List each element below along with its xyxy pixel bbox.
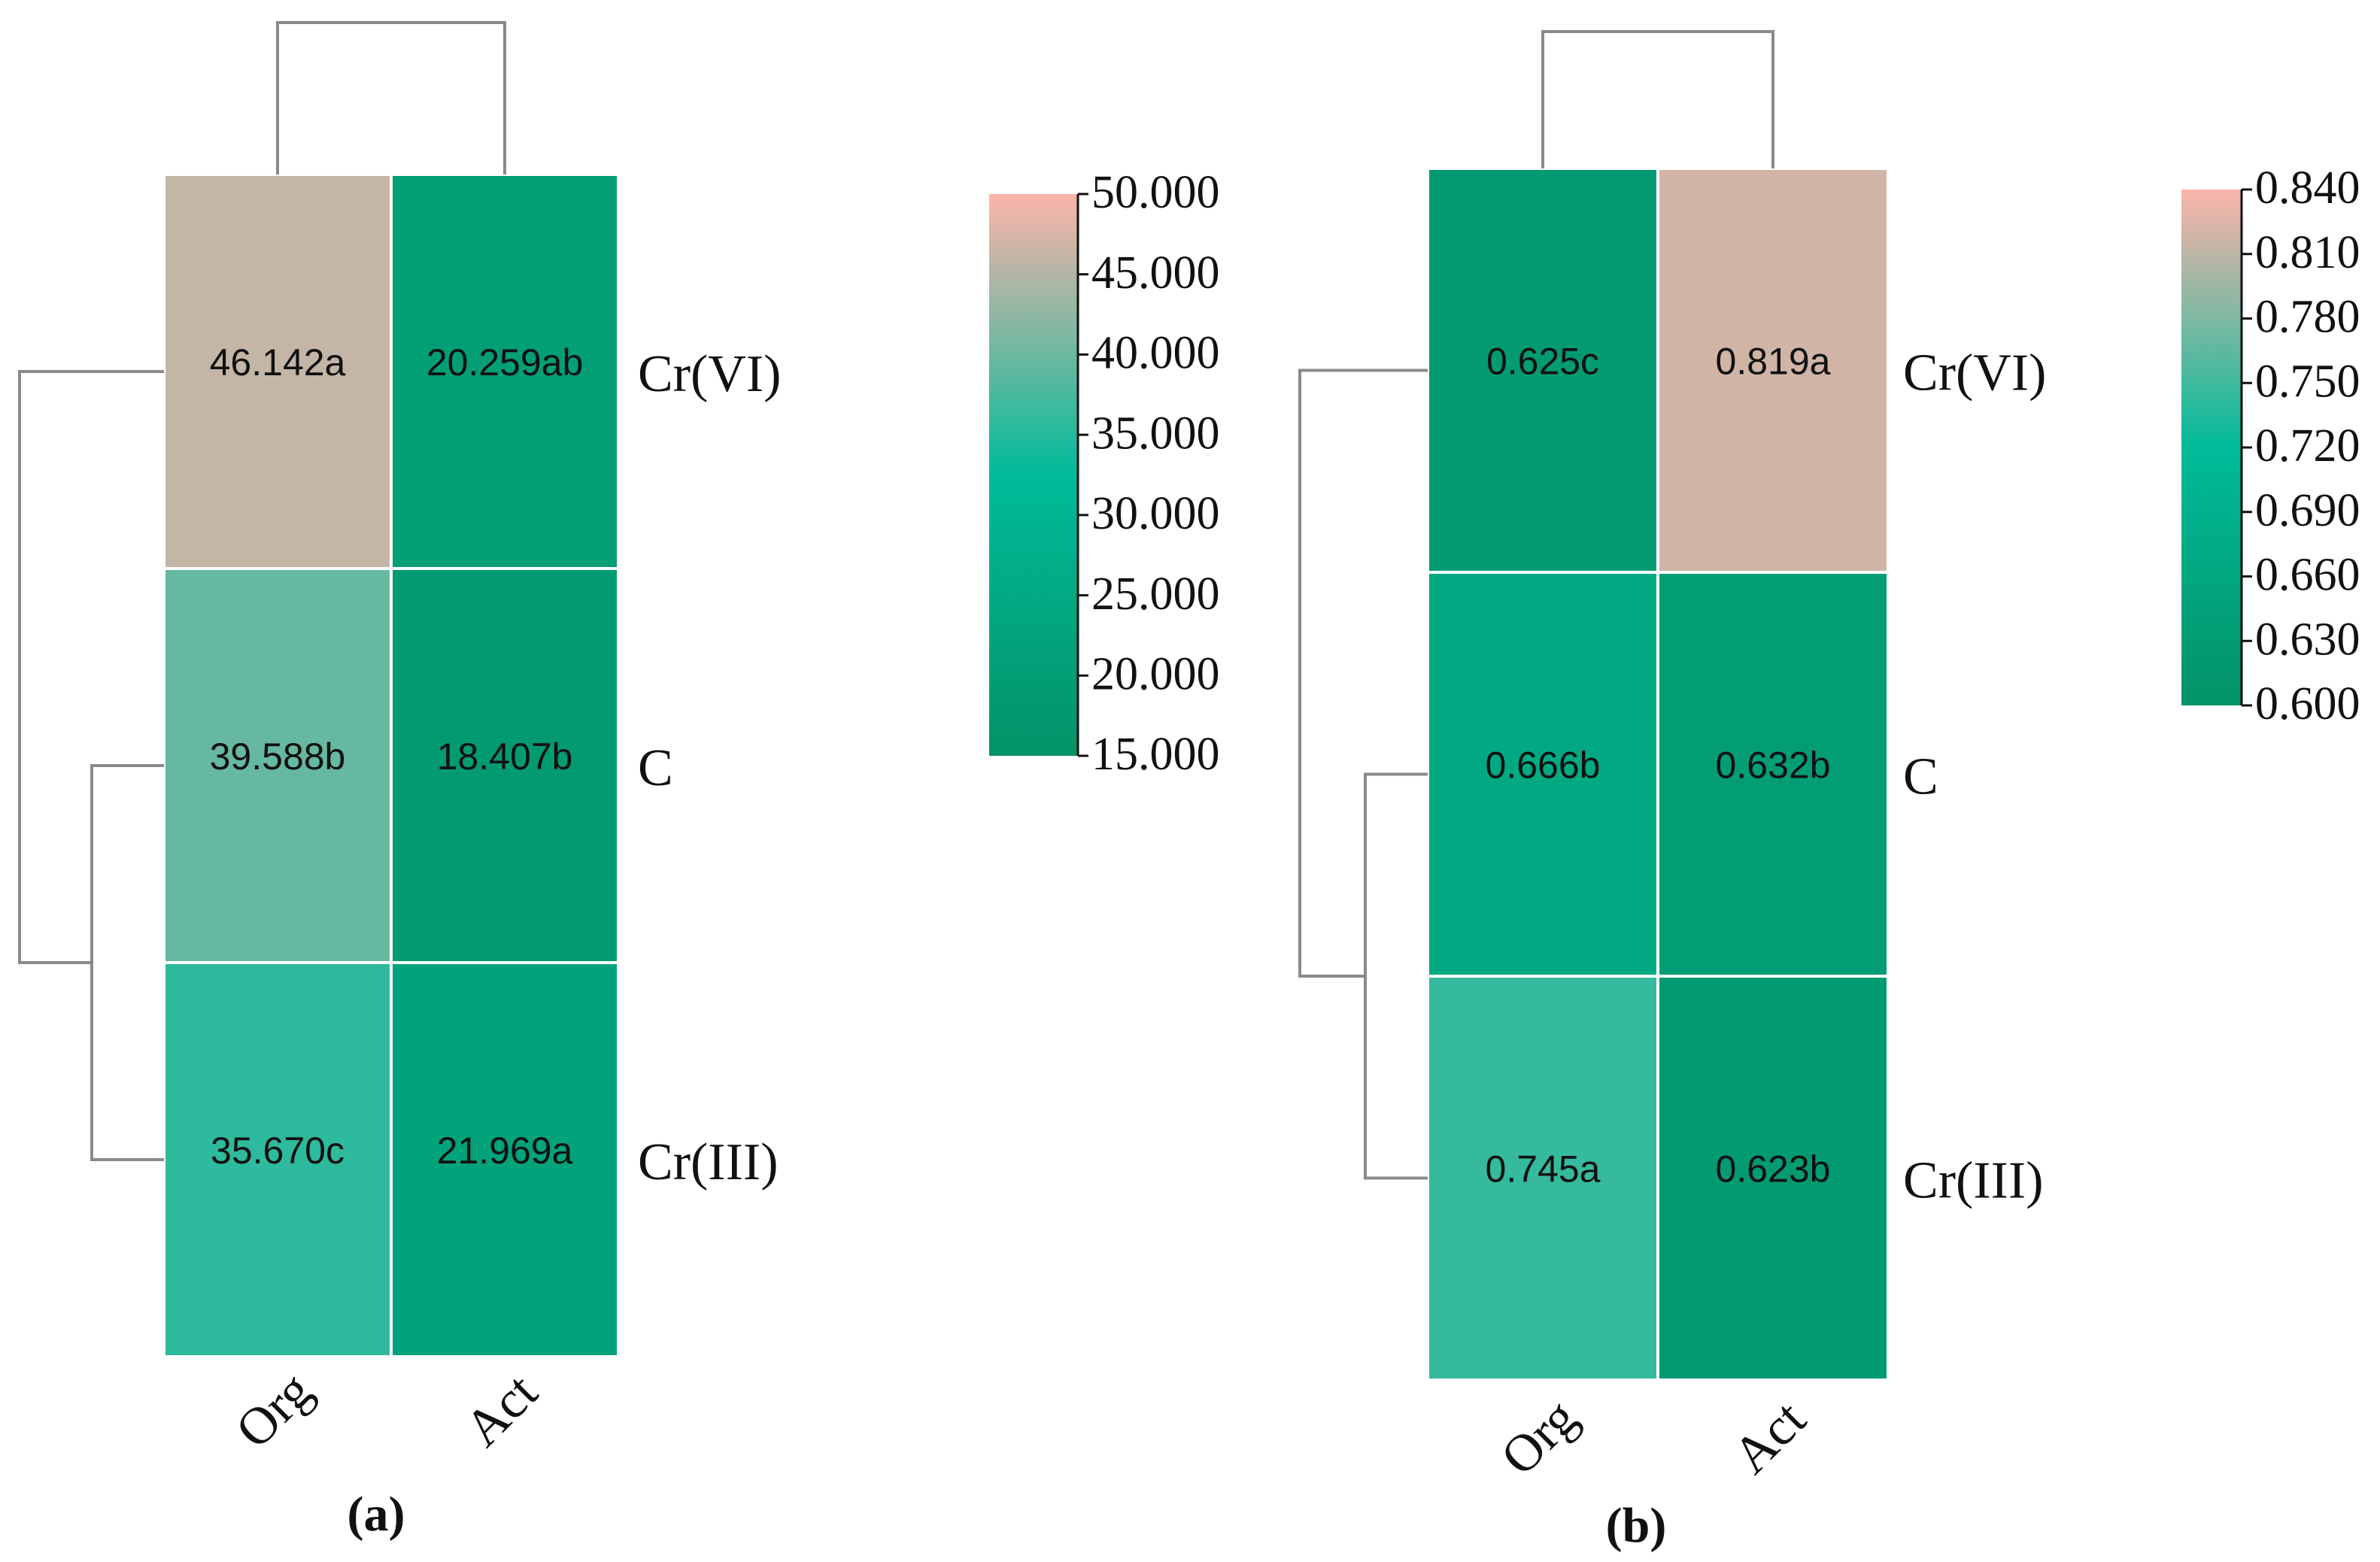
colorbar-tick-label: 0.690 [2255,485,2360,536]
heatmap-cell-c-act [1656,571,1890,978]
colorbar-tick-label: 45.000 [1091,247,1220,299]
cell-value-label: 46.142a [210,341,346,384]
heatmap-panel-b: 0.625c 0.819a 0.666b 0.632b 0.745a 0.623b Cr(V… [1298,30,2360,1553]
column-label: Org [1490,1388,1589,1487]
colorbar-tick-label: 0.810 [2255,227,2360,278]
row-label: Cr(III) [638,1133,779,1191]
heatmap-cell-c-act [390,567,620,964]
cell-value-label: 0.625c [1486,341,1599,383]
colorbar-tick-label: 25.000 [1091,569,1220,620]
heatmap-cell-c-org [1426,571,1659,978]
heatmap-cell-crvi-org [1426,167,1659,574]
cell-value-label: 35.670c [211,1130,345,1172]
colorbar [2181,190,2242,705]
heatmap-cell-crvi-org [162,173,393,570]
cell-value-label: 39.588b [210,736,346,778]
cell-value-label: 18.407b [437,736,573,778]
row-label: C [1903,748,1938,806]
row-dendrogram-inner [1364,772,1428,1180]
colorbar-tick-label: 0.840 [2255,162,2360,214]
colorbar-tick-label: 0.600 [2255,678,2360,729]
colorbar-tick-label: 0.660 [2255,550,2360,601]
row-dendrogram-outer [18,370,164,964]
colorbar-tick-label: 15.000 [1091,729,1220,780]
heatmap-cell-criii-org [1426,975,1659,1382]
row-label: Cr(VI) [638,345,781,403]
row-dendrogram-outer [1298,369,1428,978]
heatmap-panel-a: 46.142a 20.259ab 39.588b 18.407b 35.670c 21.9… [18,21,1220,1542]
row-label: Cr(III) [1903,1152,2044,1210]
colorbar-tick-label: 20.000 [1091,649,1220,700]
colorbar [989,194,1078,756]
row-label: C [638,739,673,797]
column-label: Act [454,1363,548,1457]
heatmap-cell-criii-act [1656,975,1890,1382]
cell-value-label: 20.259ab [427,341,584,384]
cell-value-label: 0.666b [1486,745,1601,787]
colorbar-tick-label: 35.000 [1091,408,1220,459]
heatmap-cell-crvi-act [1656,167,1890,574]
heatmap-cell-criii-org [162,961,393,1358]
column-label: Org [225,1361,323,1460]
colorbar-tick-label: 40.000 [1091,328,1220,379]
cell-value-label: 0.623b [1716,1148,1831,1190]
panel-label: (a) [348,1487,405,1542]
row-label: Cr(VI) [1903,344,2046,402]
column-label: Act [1722,1390,1817,1485]
panel-label: (b) [1606,1498,1667,1553]
column-dendrogram [1541,30,1774,168]
colorbar-tick-label: 0.780 [2255,292,2360,343]
colorbar-tick-label: 50.000 [1091,167,1220,218]
heatmap-cell-crvi-act [390,173,620,570]
colorbar-tick-label: 0.750 [2255,356,2360,407]
cell-value-label: 21.969a [437,1130,573,1172]
heatmap-cell-criii-act [390,961,620,1358]
colorbar-tick-label: 0.720 [2255,420,2360,472]
cell-value-label: 0.819a [1716,341,1831,383]
cell-value-label: 0.745a [1486,1148,1601,1190]
column-dendrogram [276,21,506,174]
heatmap-cell-c-org [162,567,393,964]
colorbar-tick-label: 0.630 [2255,614,2360,665]
colorbar-tick-label: 30.000 [1091,488,1220,539]
row-dendrogram-inner [90,764,164,1161]
cell-value-label: 0.632b [1716,745,1831,787]
